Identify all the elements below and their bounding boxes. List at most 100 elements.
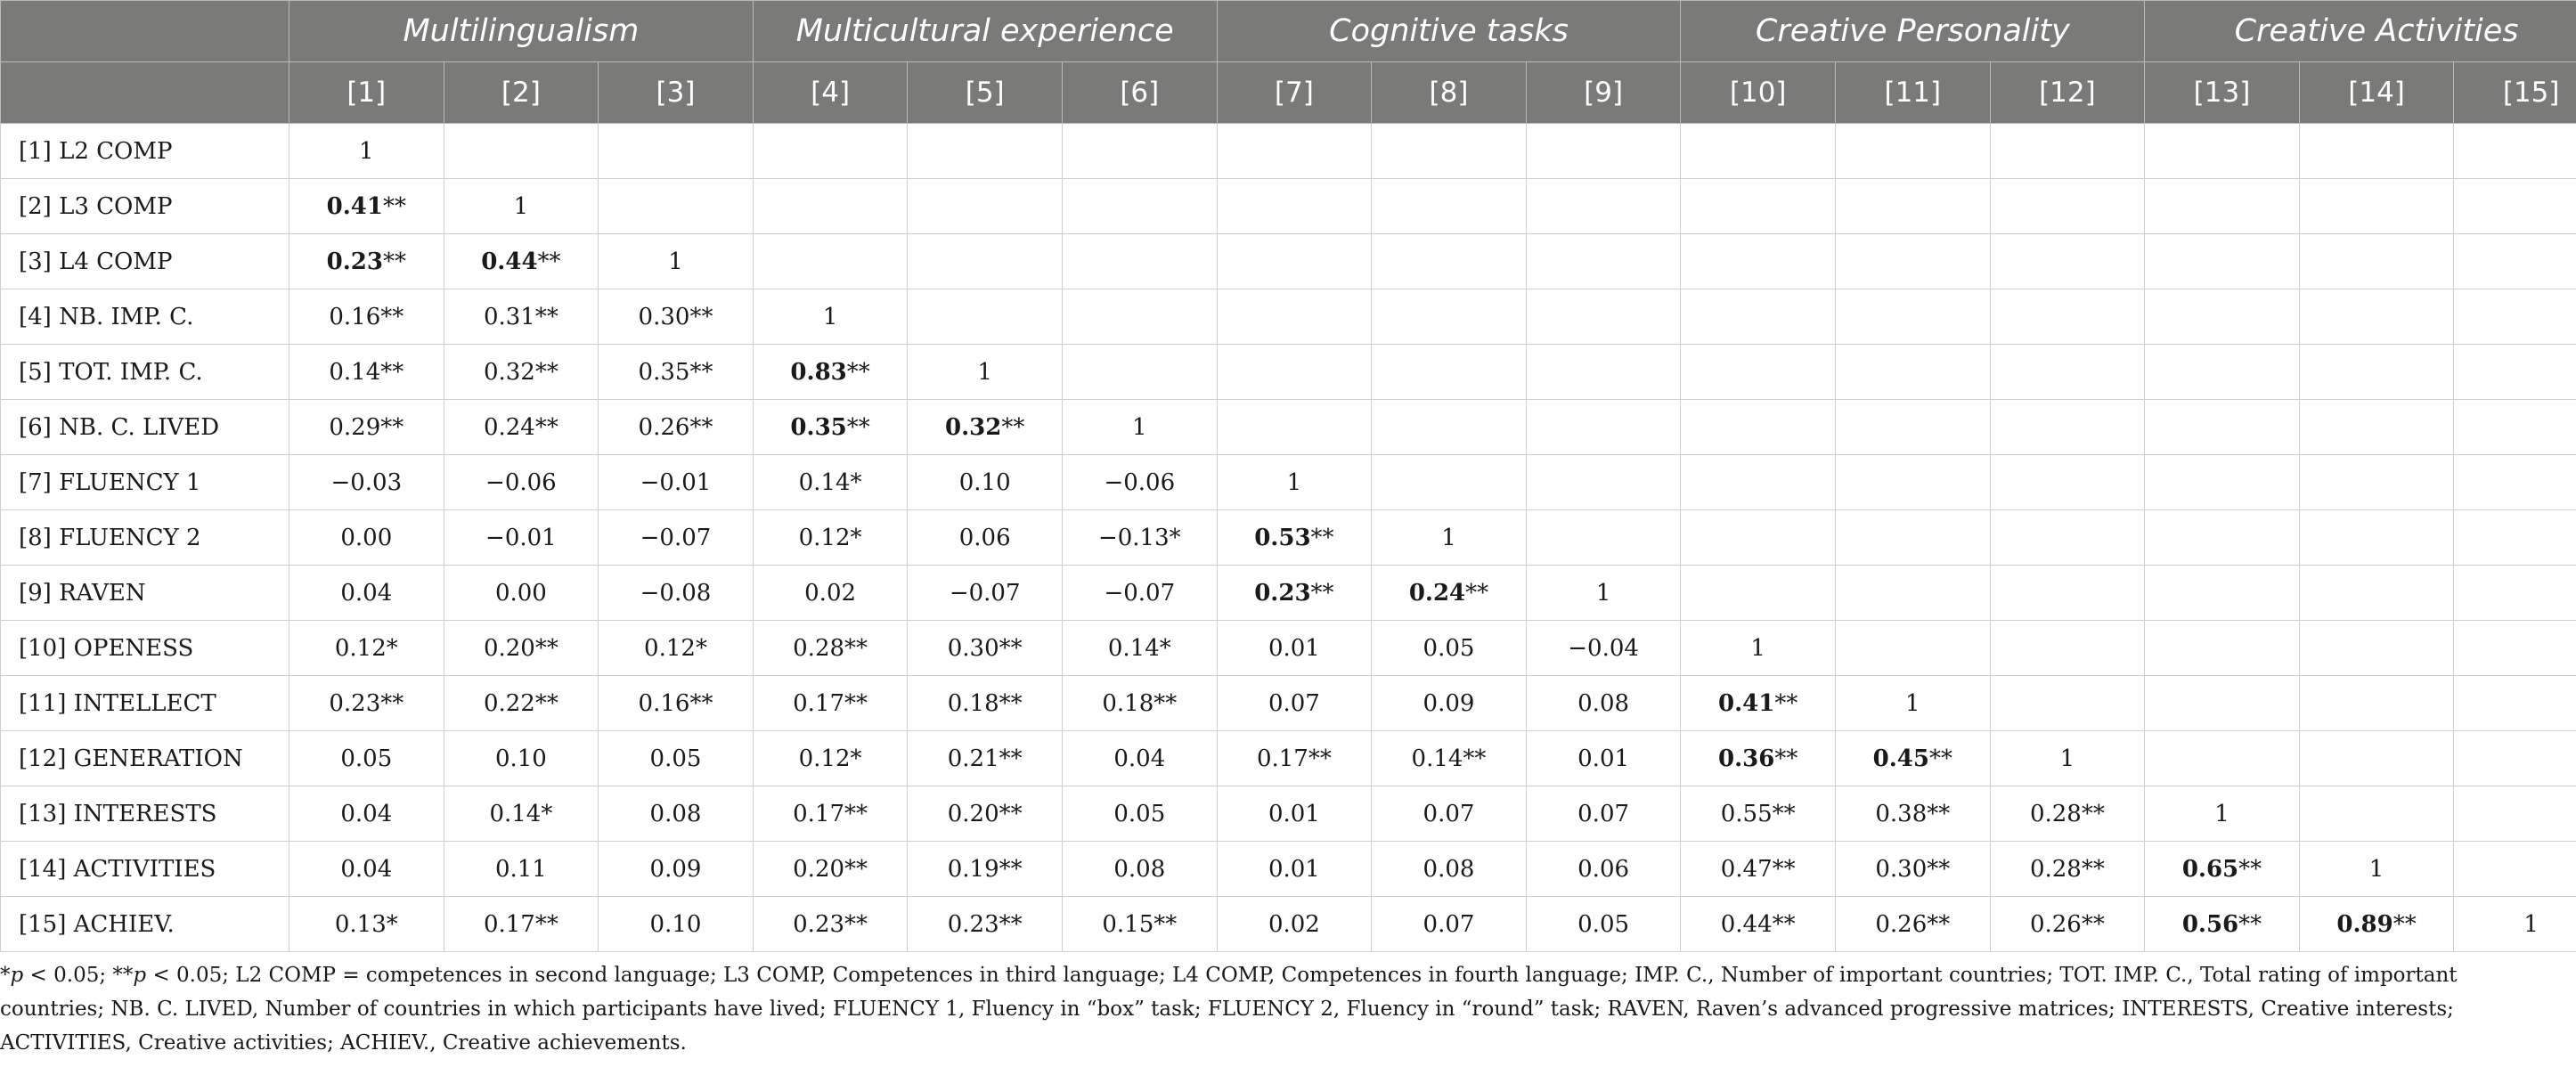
table-cell: 0.45** [1835, 730, 1991, 786]
table-cell: 0.17** [1216, 730, 1373, 786]
table-cell: 0.05 [289, 730, 444, 786]
table-cell: 1 [2298, 841, 2455, 897]
table-cell: 0.17** [752, 786, 909, 842]
correlation-table-container: Multilingualism Multicultural experience C… [0, 0, 2576, 952]
table-cell [1525, 178, 1682, 234]
significance-marker: * [695, 634, 707, 662]
significance-marker: * [386, 634, 398, 662]
row-label: [7] FLUENCY 1 [0, 454, 289, 510]
table-cell [1216, 344, 1373, 400]
cell-value: 0.05 [1423, 634, 1475, 662]
cell-value: 1 [2368, 855, 2384, 883]
table-cell [2144, 123, 2300, 179]
significance-marker: ** [534, 358, 558, 386]
cell-value: −0.13 [1097, 524, 1170, 551]
significance-marker: ** [534, 413, 558, 441]
cell-value: 0.04 [340, 800, 393, 827]
column-header: [3] [598, 61, 754, 124]
table-cell [1371, 399, 1527, 455]
significance-marker: ** [380, 358, 404, 386]
table-cell: 0.05 [598, 730, 754, 786]
table-cell: 0.05 [1371, 620, 1527, 676]
table-cell [1680, 399, 1836, 455]
cell-value: −0.03 [330, 468, 403, 496]
cell-value: 0.07 [1577, 800, 1630, 827]
table-cell [1835, 123, 1991, 179]
footnote-p-symbol: *p [0, 964, 24, 987]
table-cell [1835, 454, 1991, 510]
table-cell [1989, 620, 2146, 676]
cell-value: 0.01 [1268, 800, 1320, 827]
table-cell [2453, 178, 2576, 234]
table-cell [1216, 233, 1373, 289]
significance-marker: * [850, 745, 862, 772]
table-cell: 1 [1061, 399, 1218, 455]
table-cell: 0.36** [1680, 730, 1836, 786]
column-header: [8] [1371, 61, 1527, 124]
cell-value: 0.28 [2029, 800, 2082, 827]
cell-value: 0.01 [1268, 634, 1320, 662]
significance-marker: ** [1308, 745, 1332, 772]
cell-value: 0.17 [483, 910, 535, 938]
table-cell: 0.04 [289, 565, 444, 621]
table-cell: 0.00 [289, 509, 444, 566]
table-cell: 0.53** [1216, 509, 1373, 566]
table-cell: 0.20** [752, 841, 909, 897]
table-cell [1989, 123, 2146, 179]
cell-value: 0.23 [793, 910, 845, 938]
table-cell: 0.29** [289, 399, 444, 455]
table-cell: 0.16** [289, 289, 444, 345]
cell-value: 0.44 [1720, 910, 1773, 938]
cell-value: 0.04 [1113, 745, 1166, 772]
significance-marker: ** [1001, 413, 1025, 441]
cell-value: 0.32 [945, 413, 1002, 441]
significance-marker: ** [537, 248, 561, 275]
table-cell: 0.14** [1371, 730, 1527, 786]
table-cell: 0.02 [1216, 896, 1373, 952]
table-cell [2298, 786, 2455, 842]
table-cell: 0.18** [907, 675, 1063, 731]
table-cell [2298, 509, 2455, 566]
table-cell: 0.28** [1989, 786, 2146, 842]
cell-value: 0.12 [334, 634, 387, 662]
row-label: [13] INTERESTS [0, 786, 289, 842]
table-cell: 0.35** [752, 399, 909, 455]
table-body: [1] L2 COMP 1 [2] L3 COMP 0.41** 1 [3] L4 COM… [0, 123, 2576, 952]
table-row: [7] FLUENCY 1 −0.03 −0.06 −0.01 0.14* 0.10 −0.… [0, 454, 2576, 510]
table-cell [1525, 509, 1682, 566]
table-cell [2453, 841, 2576, 897]
table-cell: 0.23** [289, 675, 444, 731]
table-cell: 0.26** [1989, 896, 2146, 952]
table-row: [2] L3 COMP 0.41** 1 [0, 178, 2576, 234]
table-row: [6] NB. C. LIVED 0.29** 0.24** 0.26** 0.35**… [0, 399, 2576, 455]
table-cell: 0.17** [752, 675, 909, 731]
table-cell [1989, 399, 2146, 455]
table-row: [4] NB. IMP. C. 0.16** 0.31** 0.30** 1 [0, 289, 2576, 345]
table-cell: 0.07 [1216, 675, 1373, 731]
table-cell [2144, 565, 2300, 621]
table-cell [1989, 344, 2146, 400]
table-cell [2453, 509, 2576, 566]
column-header: [15] [2453, 61, 2576, 124]
column-header: [7] [1216, 61, 1373, 124]
table-cell: 0.23** [1216, 565, 1373, 621]
significance-marker: ** [2081, 800, 2105, 827]
table-cell: 0.13* [289, 896, 444, 952]
table-cell: 0.08 [1061, 841, 1218, 897]
group-header-row: Multilingualism Multicultural experience C… [0, 0, 2576, 62]
table-row: [12] GENERATION 0.05 0.10 0.05 0.12* 0.21** 0.… [0, 730, 2576, 786]
table-cell [2144, 620, 2300, 676]
cell-value: 0.00 [494, 579, 547, 607]
table-cell [2298, 233, 2455, 289]
row-label: [2] L3 COMP [0, 178, 289, 234]
table-cell: 1 [1216, 454, 1373, 510]
table-cell: 0.18** [1061, 675, 1218, 731]
table-cell: 0.31** [443, 289, 599, 345]
table-cell [1989, 178, 2146, 234]
cell-value: 0.45 [1872, 745, 1929, 772]
cell-value: 0.26 [638, 413, 690, 441]
significance-marker: ** [1928, 745, 1952, 772]
table-cell [1835, 399, 1991, 455]
significance-marker: ** [2393, 910, 2417, 938]
table-row: [9] RAVEN 0.04 0.00 −0.08 0.02 −0.07 −0.07 0.23… [0, 565, 2576, 621]
